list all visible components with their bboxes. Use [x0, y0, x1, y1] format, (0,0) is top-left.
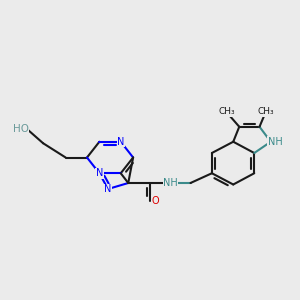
- Text: CH₃: CH₃: [219, 107, 235, 116]
- Text: HO: HO: [13, 124, 28, 134]
- Text: N: N: [96, 168, 103, 178]
- Text: O: O: [152, 196, 159, 206]
- Text: N: N: [104, 184, 112, 194]
- Text: N: N: [117, 137, 124, 147]
- Text: NH: NH: [268, 137, 283, 147]
- Text: NH: NH: [163, 178, 178, 188]
- Text: CH₃: CH₃: [257, 107, 274, 116]
